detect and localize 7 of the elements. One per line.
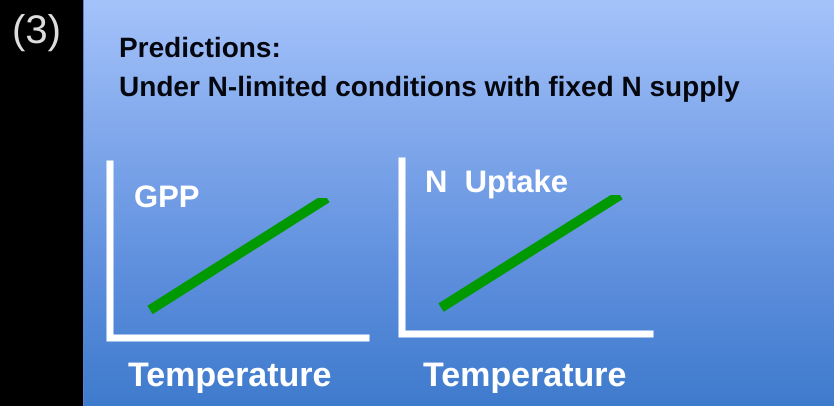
x-axis-title: Temperature <box>423 356 626 394</box>
text: (3) <box>12 8 61 52</box>
x-axis-title: Temperature <box>128 356 332 394</box>
text: Under N-limited conditions with fixed N supply <box>119 71 740 102</box>
chart-title: Predictions: <box>119 32 281 63</box>
y-axis-title: N Uptake <box>425 164 568 199</box>
y-axis-title: GPP <box>134 179 200 214</box>
